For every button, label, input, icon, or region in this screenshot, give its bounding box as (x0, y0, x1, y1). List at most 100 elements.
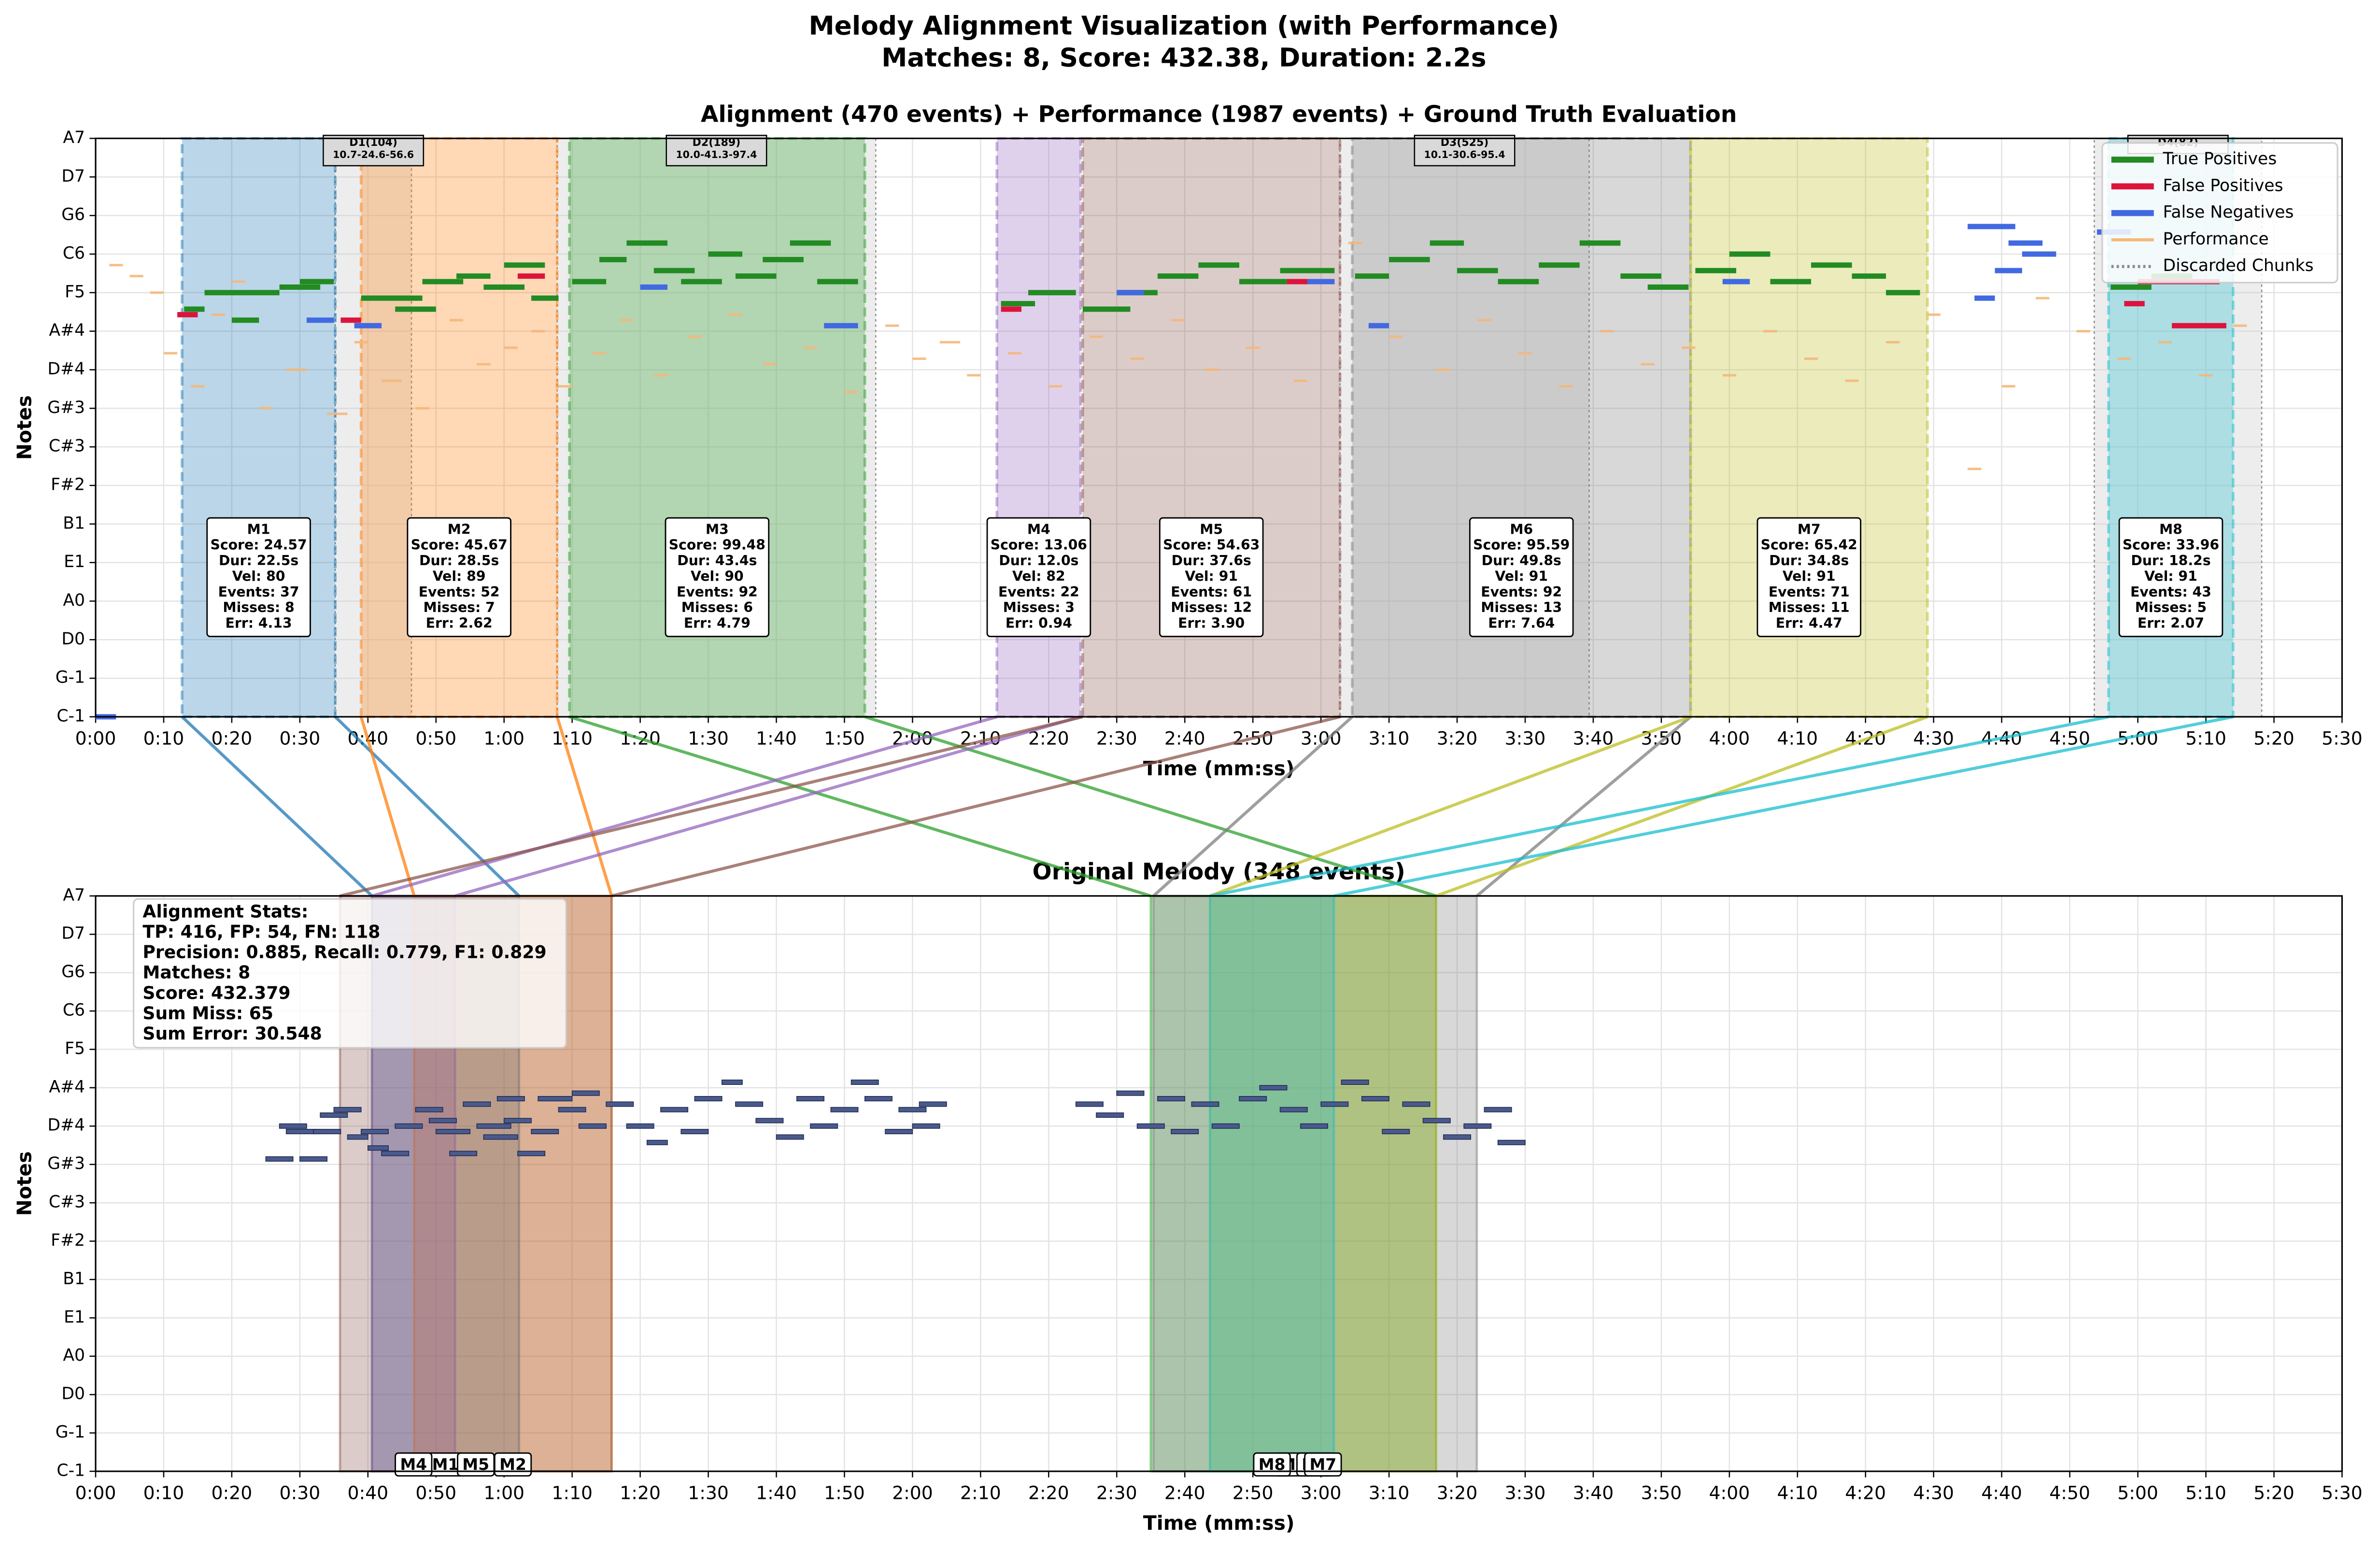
match-info: M4 (1027, 521, 1050, 537)
note (1239, 279, 1287, 285)
note (864, 1096, 892, 1102)
note (1974, 295, 1995, 301)
y-tick-label: F5 (65, 1039, 85, 1058)
x-tick-label: 3:40 (1573, 1482, 1614, 1504)
note (898, 1107, 927, 1112)
x-tick-label: 2:00 (892, 1482, 933, 1504)
note (184, 306, 205, 312)
x-tick-label: 3:20 (1437, 728, 1478, 749)
note (531, 1129, 559, 1135)
match-info: Events: 71 (1769, 584, 1850, 600)
note (1001, 301, 1035, 307)
x-tick-label: 3:10 (1369, 1482, 1410, 1504)
y-tick-label: C#3 (49, 1193, 85, 1212)
match-info: Err: 7.64 (1488, 615, 1555, 631)
note (333, 1107, 362, 1112)
note (1205, 368, 1219, 371)
note (1845, 379, 1859, 382)
note (395, 306, 436, 312)
note (1477, 319, 1491, 322)
y-tick-label: G6 (61, 962, 85, 982)
match-info: Events: 43 (2130, 584, 2211, 600)
note (483, 284, 524, 290)
match-box (1757, 517, 1862, 638)
match-box (2118, 517, 2224, 638)
note (626, 1123, 654, 1129)
y-tick-label: A#4 (49, 1077, 85, 1096)
match-info: Vel: 82 (1012, 568, 1065, 584)
note (708, 251, 743, 257)
legend-box (2101, 142, 2338, 284)
match-info: Score: 24.57 (210, 537, 307, 553)
y-tick-label: A0 (63, 1346, 85, 1365)
x-tick-label: 4:40 (1981, 1482, 2022, 1504)
note (1157, 273, 1199, 279)
x-tick-label: 0:10 (143, 1482, 184, 1504)
note (245, 290, 280, 296)
match-info: Events: 92 (677, 584, 758, 600)
note (504, 262, 545, 268)
note (204, 290, 246, 296)
discarded-label-box (1414, 134, 1516, 167)
note (1117, 290, 1144, 296)
note (1211, 1123, 1240, 1129)
note (1001, 306, 1021, 312)
note (599, 256, 627, 262)
note (2233, 324, 2247, 327)
x-tick-label: 2:50 (1232, 1482, 1274, 1504)
axes-title: Alignment (470 events) + Performance (19… (701, 101, 1737, 128)
x-tick-label: 3:30 (1505, 1482, 1546, 1504)
y-tick-label: G6 (61, 205, 85, 225)
note (517, 1151, 546, 1156)
x-tick-label: 1:10 (552, 1482, 593, 1504)
note (2158, 341, 2172, 343)
x-tick-label: 2:30 (1096, 1482, 1137, 1504)
note (517, 273, 545, 279)
match-info: Events: 37 (218, 584, 299, 600)
x-tick-label: 1:30 (688, 1482, 729, 1504)
note (1886, 290, 1920, 296)
note (109, 264, 123, 267)
connector (1209, 715, 1691, 897)
note (606, 1101, 634, 1107)
note (688, 335, 702, 338)
note (2076, 330, 2090, 333)
match-info: Misses: 11 (1769, 599, 1850, 615)
note (1320, 1101, 1349, 1107)
note (1457, 268, 1498, 273)
note (1770, 279, 1811, 285)
note (803, 346, 818, 349)
y-tick-label: A0 (63, 591, 85, 610)
note (231, 280, 246, 283)
y-tick-label: D#4 (47, 359, 85, 379)
match-info: Score: 65.42 (1761, 537, 1857, 553)
x-tick-label: 4:00 (1709, 728, 1750, 749)
note (320, 1112, 348, 1118)
x-tick-label: 1:30 (688, 728, 729, 749)
match-info: Vel: 91 (1185, 568, 1238, 584)
note (1171, 1129, 1199, 1135)
note (463, 1101, 491, 1107)
x-tick-label: 4:10 (1777, 728, 1818, 749)
note (646, 1139, 668, 1145)
note (1191, 1101, 1219, 1107)
x-tick-label: 0:10 (143, 728, 184, 749)
stats-line: Alignment Stats: (142, 901, 308, 922)
x-tick-label: 5:00 (2117, 1482, 2158, 1504)
note (1279, 1107, 1308, 1112)
match-info: Score: 13.06 (991, 537, 1087, 553)
note (558, 1107, 586, 1112)
note (1307, 279, 1335, 285)
note (653, 268, 695, 273)
x-tick-label: 2:10 (960, 1482, 1001, 1504)
note (1695, 268, 1736, 273)
y-tick-label: F#2 (51, 1231, 85, 1250)
note (531, 330, 545, 333)
note (592, 352, 607, 355)
note (680, 1129, 709, 1135)
legend-label: Performance (2163, 229, 2269, 249)
note (1361, 1096, 1389, 1102)
x-tick-label: 2:30 (1096, 728, 1137, 749)
note (578, 1123, 607, 1129)
